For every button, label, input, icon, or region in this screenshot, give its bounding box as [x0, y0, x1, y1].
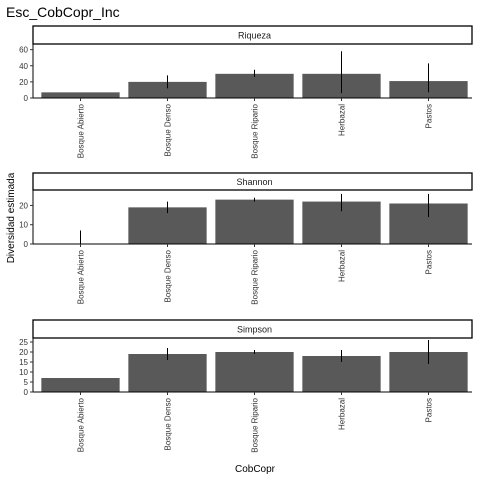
- bar: [41, 92, 120, 98]
- y-axis-title: Diversidad estimada: [6, 172, 17, 263]
- facet-strip: [32, 319, 473, 339]
- facet-strip: [32, 25, 473, 45]
- facet-strip-label: Riqueza: [238, 31, 271, 41]
- y-tick-label: 10: [19, 368, 28, 377]
- y-tick-label: 10: [19, 221, 28, 230]
- panels-group: Riqueza 0 20 40 60 Bosque Abierto Bosque Denso…: [19, 25, 473, 453]
- y-tick-label: 20: [19, 78, 28, 87]
- x-tick-label: Bosque Abierto: [77, 103, 86, 158]
- facet-strip-label: Shannon: [236, 177, 272, 187]
- chart-title: Esc_CobCopr_Inc: [6, 4, 120, 20]
- y-tick-label: 15: [19, 358, 28, 367]
- x-axis-title: CobCopr: [235, 464, 276, 475]
- bar: [215, 199, 294, 244]
- x-tick-label: Pastos: [425, 398, 434, 422]
- x-tick-label: Pastos: [425, 104, 434, 128]
- y-tick-label: 20: [19, 201, 28, 210]
- x-tick-label: Bosque Abierto: [77, 249, 86, 304]
- x-tick-label: Bosque Ripario: [251, 103, 260, 158]
- x-tick-label: Herbazal: [338, 250, 347, 282]
- x-tick-label: Bosque Denso: [164, 397, 173, 450]
- y-tick-label: 0: [24, 94, 29, 103]
- bar: [128, 81, 207, 98]
- y-tick-label: 60: [19, 46, 28, 55]
- bar: [128, 207, 207, 244]
- facet-strip: [32, 172, 473, 191]
- x-tick-label: Bosque Abierto: [77, 397, 86, 452]
- bar: [128, 354, 207, 392]
- x-tick-label: Herbazal: [338, 398, 347, 430]
- facet-strip-label: Simpson: [237, 325, 272, 335]
- bar: [215, 352, 294, 392]
- x-tick-label: Bosque Ripario: [251, 397, 260, 452]
- x-tick-label: Bosque Denso: [164, 249, 173, 302]
- y-tick-label: 0: [24, 388, 29, 397]
- bar: [215, 73, 294, 98]
- x-tick-label: Bosque Ripario: [251, 249, 260, 304]
- x-tick-label: Bosque Denso: [164, 103, 173, 156]
- y-tick-label: 0: [24, 240, 29, 249]
- y-tick-label: 5: [24, 378, 29, 387]
- y-tick-label: 40: [19, 62, 28, 71]
- bar: [41, 378, 120, 392]
- x-tick-label: Pastos: [425, 250, 434, 274]
- panel-riqueza: Riqueza 0 20 40 60 Bosque Abierto Bosque Denso…: [19, 25, 473, 159]
- y-tick-label: 25: [19, 338, 28, 347]
- panel-shannon: Shannon 0 10 20 Bosque Abierto Bosque Denso Bo…: [19, 172, 473, 305]
- x-tick-label: Herbazal: [338, 104, 347, 136]
- y-tick-label: 20: [19, 348, 28, 357]
